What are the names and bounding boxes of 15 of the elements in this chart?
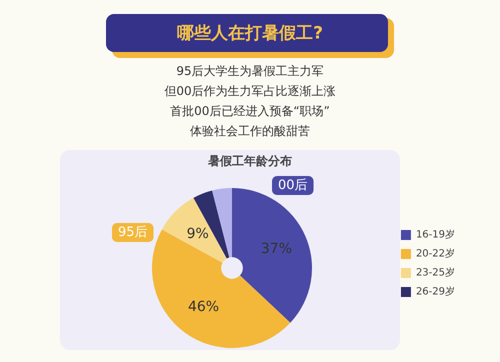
legend-label: 16-19岁 bbox=[416, 228, 456, 240]
data-label: 37% bbox=[260, 240, 292, 257]
chart-title: 哪些人在打暑假工? bbox=[177, 24, 323, 44]
text: 暑假工年龄分布 bbox=[207, 154, 292, 168]
text: 95后大学生为暑假工主力军 bbox=[176, 64, 324, 78]
data-label: 46% bbox=[188, 299, 220, 316]
text: 但00后作为生力军占比逐渐上涨 bbox=[164, 84, 336, 98]
text: 体验社会工作的酸甜苦 bbox=[190, 124, 310, 138]
text: 95后 bbox=[118, 225, 148, 240]
legend-label: 20-22岁 bbox=[416, 248, 456, 260]
legend-label: 23-25岁 bbox=[416, 266, 456, 278]
data-label: 9% bbox=[186, 226, 209, 242]
text: 首批00后已经进入预备“职场” bbox=[170, 104, 330, 118]
text: 00后 bbox=[278, 178, 308, 193]
legend-label: 26-29岁 bbox=[416, 286, 456, 298]
